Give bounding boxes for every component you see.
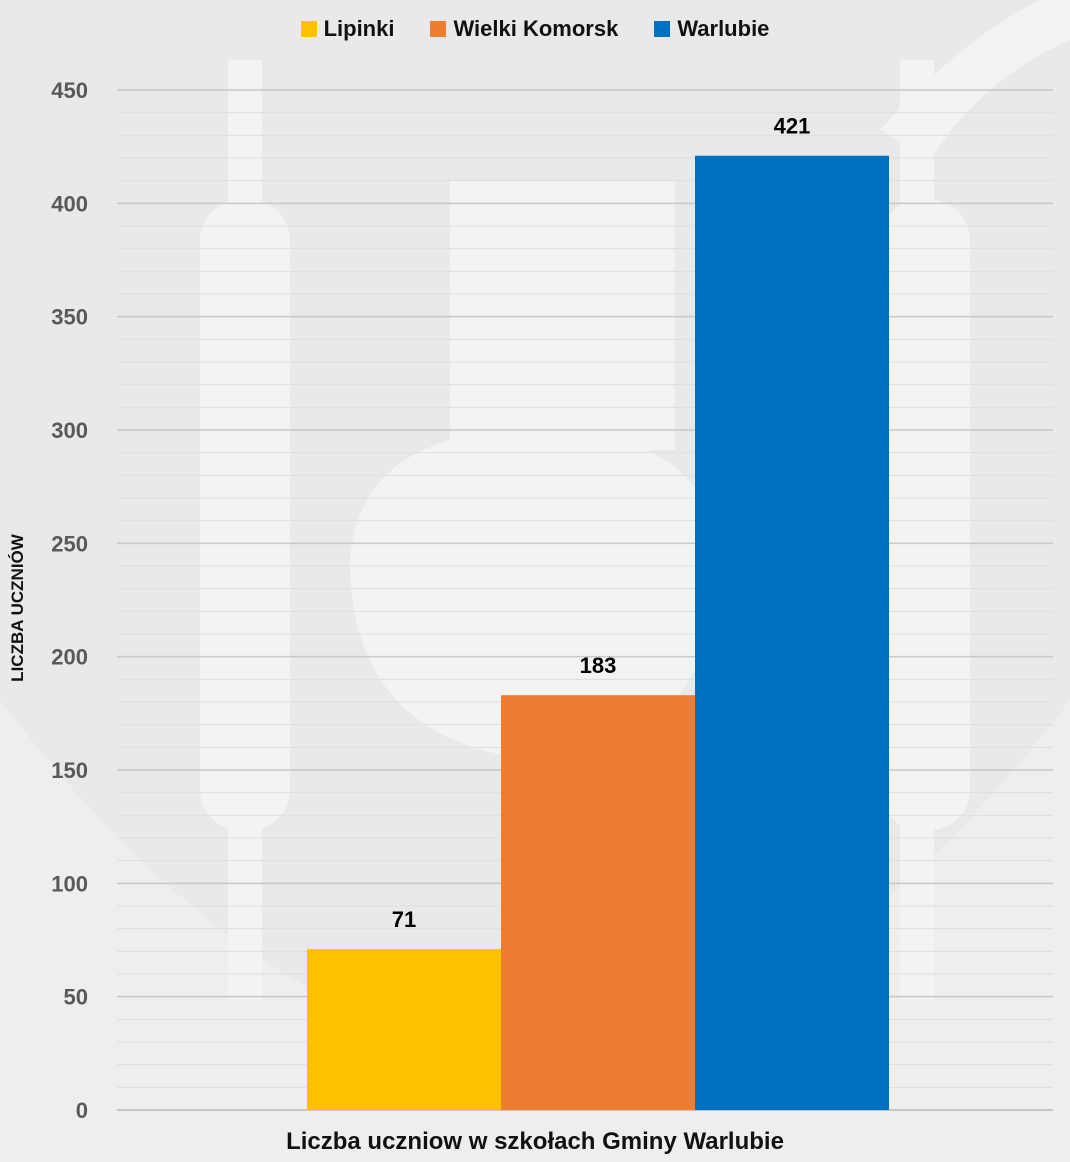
legend-item-wielki-komorsk: Wielki Komorsk xyxy=(430,16,618,42)
legend-label-lipinki: Lipinki xyxy=(323,16,395,41)
bars xyxy=(307,155,889,1110)
legend-item-lipinki: Lipinki xyxy=(300,16,395,42)
bar-wielki-komorsk xyxy=(501,695,695,1110)
x-axis-label: Liczba uczniow w szkołach Gminy Warlubie xyxy=(286,1128,784,1155)
legend-swatch-lipinki xyxy=(300,21,317,37)
y-tick-label: 450 xyxy=(51,78,88,103)
data-label-wielki-komorsk: 183 xyxy=(580,653,617,678)
y-tick-label: 400 xyxy=(51,191,88,216)
data-label-warlubie: 421 xyxy=(774,114,811,139)
y-axis-label: LICZBA UCZNIÓW xyxy=(8,534,27,682)
y-tick-label: 250 xyxy=(51,531,88,556)
y-tick-label: 0 xyxy=(76,1098,88,1123)
legend-label-wielki-komorsk: Wielki Komorsk xyxy=(453,16,619,41)
y-tick-label: 150 xyxy=(51,758,88,783)
legend-label-warlubie: Warlubie xyxy=(677,16,770,41)
data-label-lipinki: 71 xyxy=(392,907,416,932)
y-tick-label: 350 xyxy=(51,305,88,330)
legend-item-warlubie: Warlubie xyxy=(654,16,769,42)
bar-warlubie xyxy=(695,155,889,1110)
y-axis-ticks: 0 50 100 150 200 250 300 350 400 450 xyxy=(51,78,88,1123)
bar-lipinki xyxy=(307,949,501,1110)
data-labels: 71 183 421 xyxy=(392,114,811,932)
legend-swatch-warlubie xyxy=(654,21,671,37)
y-tick-label: 100 xyxy=(51,871,88,896)
y-tick-label: 300 xyxy=(51,418,88,443)
y-tick-label: 50 xyxy=(64,985,88,1010)
y-tick-label: 200 xyxy=(51,645,88,670)
legend: Lipinki Wielki Komorsk Warlubie xyxy=(0,16,1070,42)
legend-swatch-wielki-komorsk xyxy=(430,21,447,37)
